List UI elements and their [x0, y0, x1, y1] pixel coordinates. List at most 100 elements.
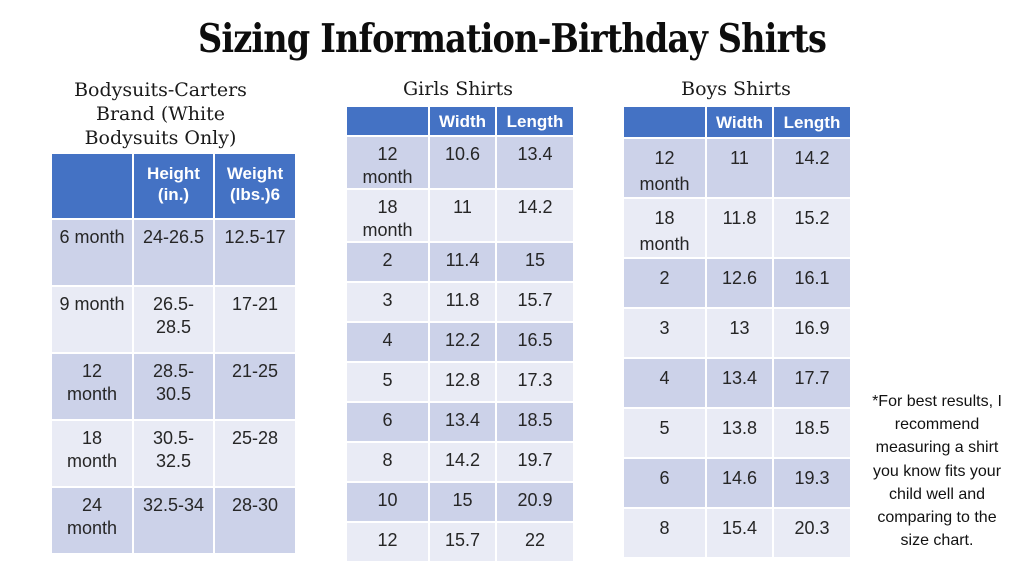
table-cell: 2	[345, 241, 430, 283]
table-cell: 22	[495, 521, 575, 563]
table-cell: 12.2	[428, 321, 497, 363]
girls-table-caption: Girls Shirts	[402, 78, 513, 100]
table-cell: 15	[495, 241, 575, 283]
table-cell: 6	[345, 401, 430, 443]
table-cell: 4	[345, 321, 430, 363]
header-row: Height (in.) Weight (lbs.)6	[50, 152, 297, 220]
column-header: Height (in.)	[132, 152, 215, 220]
table-row: 12 month 11 14.2	[622, 136, 852, 200]
table-row: 12 month 10.6 13.4	[345, 135, 575, 190]
table-cell: 15.4	[705, 507, 774, 560]
table-cell: 16.9	[772, 307, 852, 360]
table-row: 8 15.4 20.3	[622, 507, 852, 560]
table-cell: 14.2	[495, 188, 575, 243]
table-cell: 3	[622, 307, 707, 360]
table-cell: 6	[622, 457, 707, 510]
table-cell: 17.7	[772, 357, 852, 410]
table-cell: 12 month	[345, 135, 430, 190]
table-cell: 13.8	[705, 407, 774, 460]
table-cell: 20.9	[495, 481, 575, 523]
table-cell: 14.6	[705, 457, 774, 510]
page-title: Sizing Information-Birthday Shirts	[197, 16, 827, 62]
table-row: 3 11.8 15.7	[345, 281, 575, 323]
column-header	[50, 152, 134, 220]
table-cell: 30.5-32.5	[132, 419, 215, 488]
table-cell: 6 month	[50, 218, 134, 287]
table-cell: 15.7	[428, 521, 497, 563]
table-cell: 18 month	[622, 197, 707, 260]
table-cell: 18 month	[345, 188, 430, 243]
table-row: 18 month 11 14.2	[345, 188, 575, 243]
table-cell: 17.3	[495, 361, 575, 403]
column-header	[622, 105, 707, 139]
table-cell: 15	[428, 481, 497, 523]
table-row: 5 13.8 18.5	[622, 407, 852, 460]
table-row: 3 13 16.9	[622, 307, 852, 360]
column-header	[345, 105, 430, 137]
table-cell: 9 month	[50, 285, 134, 354]
footnote-text: *For best results, I recommend measuring…	[872, 393, 1002, 550]
table-cell: 25-28	[213, 419, 297, 488]
boys-table-caption: Boys Shirts	[681, 78, 791, 100]
table-row: 24 month 32.5-34 28-30	[50, 486, 297, 555]
table-cell: 24 month	[50, 486, 134, 555]
table-cell: 16.5	[495, 321, 575, 363]
table-cell: 13.4	[495, 135, 575, 190]
header-row: Width Length	[345, 105, 575, 137]
table-cell: 12 month	[622, 136, 707, 200]
table-cell: 26.5-28.5	[132, 285, 215, 354]
table-cell: 13	[705, 307, 774, 360]
table-cell: 21-25	[213, 352, 297, 421]
table-row: 2 12.6 16.1	[622, 257, 852, 310]
table-row: 18 month 11.8 15.2	[622, 197, 852, 260]
table-cell: 13.4	[705, 357, 774, 410]
table-cell: 17-21	[213, 285, 297, 354]
table-cell: 28.5-30.5	[132, 352, 215, 421]
table-cell: 19.3	[772, 457, 852, 510]
table-row: 6 13.4 18.5	[345, 401, 575, 443]
table-row: 8 14.2 19.7	[345, 441, 575, 483]
table-cell: 11.8	[705, 197, 774, 260]
table-cell: 5	[622, 407, 707, 460]
table-row: 10 15 20.9	[345, 481, 575, 523]
boys-size-table: Width Length 12 month 11 14.2 18 month 11.8 15…	[622, 105, 852, 560]
header-row: Width Length	[622, 105, 852, 139]
table-cell: 10.6	[428, 135, 497, 190]
table-cell: 12.5-17	[213, 218, 297, 287]
table-cell: 12	[345, 521, 430, 563]
table-cell: 14.2	[428, 441, 497, 483]
table-row: 12 month 28.5-30.5 21-25	[50, 352, 297, 421]
table-cell: 18 month	[50, 419, 134, 488]
table-row: 5 12.8 17.3	[345, 361, 575, 403]
table-cell: 12.8	[428, 361, 497, 403]
bodysuits-size-table: Height (in.) Weight (lbs.)6 6 month 24-26.…	[50, 152, 297, 555]
table-cell: 11	[705, 136, 774, 200]
column-header: Length	[495, 105, 575, 137]
table-cell: 14.2	[772, 136, 852, 200]
table-cell: 28-30	[213, 486, 297, 555]
table-cell: 12 month	[50, 352, 134, 421]
table-row: 6 14.6 19.3	[622, 457, 852, 510]
table-row: 4 12.2 16.5	[345, 321, 575, 363]
table-row: 18 month 30.5-32.5 25-28	[50, 419, 297, 488]
table-cell: 12.6	[705, 257, 774, 310]
table-cell: 20.3	[772, 507, 852, 560]
column-header: Width	[428, 105, 497, 137]
table-row: 9 month 26.5-28.5 17-21	[50, 285, 297, 354]
table-cell: 3	[345, 281, 430, 323]
table-cell: 18.5	[772, 407, 852, 460]
bodysuits-table-caption: Bodysuits-Carters Brand (White Bodysuits…	[74, 79, 247, 149]
table-row: 12 15.7 22	[345, 521, 575, 563]
table-cell: 10	[345, 481, 430, 523]
table-cell: 15.2	[772, 197, 852, 260]
table-cell: 5	[345, 361, 430, 403]
table-cell: 8	[622, 507, 707, 560]
table-cell: 8	[345, 441, 430, 483]
table-cell: 4	[622, 357, 707, 410]
table-cell: 19.7	[495, 441, 575, 483]
table-row: 2 11.4 15	[345, 241, 575, 283]
table-cell: 11	[428, 188, 497, 243]
table-cell: 32.5-34	[132, 486, 215, 555]
table-cell: 2	[622, 257, 707, 310]
girls-size-table: Width Length 12 month 10.6 13.4 18 month 11 14…	[345, 105, 575, 563]
